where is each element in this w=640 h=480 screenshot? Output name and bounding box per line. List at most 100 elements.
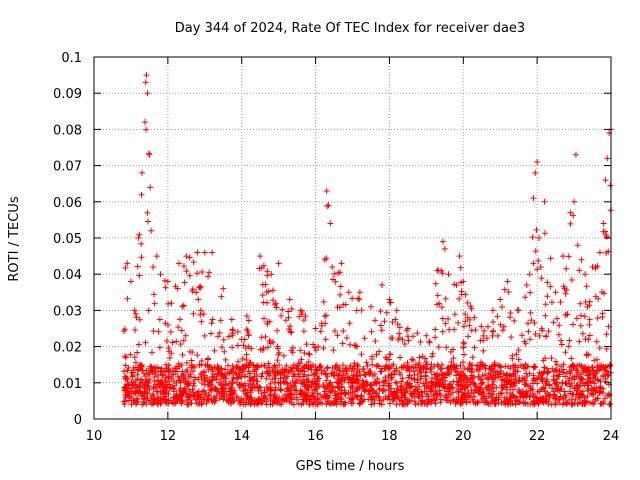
data-point [165, 300, 172, 307]
data-point [148, 349, 155, 356]
data-point [143, 400, 150, 407]
peak-point [534, 158, 541, 165]
data-point [556, 367, 563, 374]
data-point [287, 364, 294, 371]
data-point [423, 378, 430, 385]
data-point [146, 369, 153, 376]
data-point [553, 396, 560, 403]
data-point [519, 332, 526, 339]
peak-point [321, 256, 328, 263]
data-point [588, 390, 595, 397]
data-point [133, 314, 140, 321]
data-point [503, 386, 510, 393]
data-point [264, 319, 271, 326]
peak-point [183, 253, 190, 260]
data-point [467, 365, 474, 372]
data-point [192, 363, 199, 370]
data-point [272, 395, 279, 402]
data-point [151, 300, 158, 307]
data-point [576, 391, 583, 398]
data-point [562, 373, 569, 380]
data-point [162, 284, 169, 291]
data-point [569, 401, 576, 408]
data-point [187, 373, 194, 380]
data-point [409, 333, 416, 340]
data-point [458, 383, 465, 390]
data-point [393, 393, 400, 400]
data-point [451, 326, 458, 333]
data-point [261, 393, 268, 400]
data-point [132, 381, 139, 388]
x-tick-label: 20 [455, 429, 472, 444]
data-point [321, 388, 328, 395]
data-point [434, 361, 441, 368]
data-point [213, 392, 220, 399]
data-point [222, 381, 229, 388]
data-point [286, 393, 293, 400]
y-tick-label: 0 [74, 413, 82, 428]
data-point [599, 313, 606, 320]
data-point [188, 400, 195, 407]
data-point [378, 368, 385, 375]
data-point [263, 398, 270, 405]
data-point [287, 328, 294, 335]
peak-point [338, 260, 345, 267]
data-point [401, 341, 408, 348]
data-point [298, 356, 305, 363]
chart-title: Day 344 of 2024, Rate Of TEC Index for r… [175, 21, 525, 36]
data-point [497, 373, 504, 380]
data-point [446, 326, 453, 333]
data-point [468, 372, 475, 379]
data-point [248, 394, 255, 401]
data-point [576, 267, 583, 274]
data-point [320, 345, 327, 352]
data-point [584, 303, 591, 310]
data-point [150, 400, 157, 407]
data-point [134, 371, 141, 378]
data-point [243, 312, 250, 319]
data-point [176, 316, 183, 323]
data-point [487, 394, 494, 401]
data-point [476, 384, 483, 391]
data-point [511, 317, 518, 324]
data-point [201, 332, 208, 339]
data-point [434, 292, 441, 299]
data-point [159, 395, 166, 402]
data-point [397, 354, 404, 361]
peak-point [135, 235, 142, 241]
data-point [197, 283, 204, 290]
data-point [305, 372, 312, 379]
data-point [270, 339, 277, 346]
peak-point [150, 263, 157, 270]
data-point [443, 397, 450, 404]
peak-point [404, 325, 411, 332]
data-point [410, 357, 417, 364]
data-point [534, 266, 541, 273]
data-point [523, 370, 530, 377]
data-point [205, 392, 212, 399]
data-point [280, 352, 287, 359]
data-point [392, 316, 399, 323]
data-point [474, 362, 481, 369]
data-point [382, 374, 389, 381]
data-point [285, 369, 292, 376]
data-point [330, 347, 337, 354]
data-point [460, 359, 467, 366]
peak-point [297, 307, 304, 314]
data-point [250, 381, 257, 388]
data-point [224, 362, 231, 369]
data-point [277, 370, 284, 377]
data-point [382, 377, 389, 384]
data-point [422, 369, 429, 376]
data-point [600, 228, 607, 235]
data-point [481, 372, 488, 379]
y-tick-label: 0.09 [53, 87, 82, 102]
data-point [171, 382, 178, 389]
data-point [555, 331, 562, 338]
data-point [445, 388, 452, 395]
data-point [514, 398, 521, 405]
data-point [369, 353, 376, 360]
y-tick-label: 0.07 [53, 160, 82, 175]
data-point [271, 362, 278, 369]
data-point [462, 310, 469, 317]
